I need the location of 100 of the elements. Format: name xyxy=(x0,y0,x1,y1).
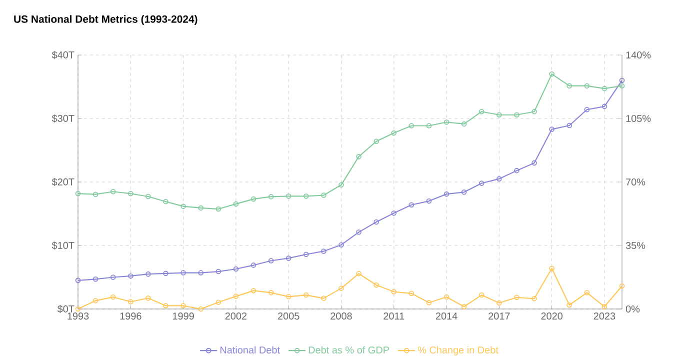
x-tick-label: 2017 xyxy=(488,312,510,320)
point xyxy=(250,196,256,202)
y-tick-label: $30T xyxy=(52,114,74,123)
point xyxy=(198,205,204,211)
point xyxy=(92,192,98,197)
point xyxy=(478,108,484,114)
legend-label: Debt as % of GDP xyxy=(308,346,389,354)
point xyxy=(356,154,362,160)
x-tick-label: 1996 xyxy=(120,312,142,320)
point xyxy=(180,303,186,308)
point xyxy=(566,83,572,88)
y-tick-label: $20T xyxy=(52,178,74,186)
point xyxy=(128,190,134,196)
point xyxy=(426,123,432,128)
point xyxy=(268,258,274,264)
point xyxy=(514,294,520,300)
point xyxy=(146,194,151,200)
y2-tick-label: 35% xyxy=(626,242,646,250)
y-tick-label: $10T xyxy=(52,241,74,250)
point xyxy=(180,204,186,209)
point xyxy=(286,194,292,199)
point xyxy=(391,210,397,216)
legend-label: % Change in Debt xyxy=(418,346,498,356)
point xyxy=(566,302,572,308)
point xyxy=(408,123,414,128)
point xyxy=(374,282,379,288)
point xyxy=(338,286,344,291)
point xyxy=(233,201,239,207)
point xyxy=(321,248,326,254)
point xyxy=(584,106,590,112)
point xyxy=(478,180,484,186)
point xyxy=(233,266,239,272)
y-tick-label: $40T xyxy=(52,50,74,60)
y-tick-label: $0T xyxy=(57,304,74,314)
point xyxy=(356,230,362,235)
point xyxy=(286,294,292,300)
point xyxy=(180,270,186,276)
point xyxy=(286,256,292,261)
point xyxy=(216,300,222,305)
point xyxy=(426,300,432,306)
point xyxy=(128,273,134,279)
point xyxy=(461,304,467,310)
x-tick-label: 2008 xyxy=(330,312,352,320)
point xyxy=(461,121,467,127)
y2-tick-label: 105% xyxy=(626,114,651,122)
point xyxy=(268,290,274,296)
point xyxy=(250,288,256,294)
point xyxy=(110,294,116,300)
point xyxy=(233,294,239,299)
legend-label: National Debt xyxy=(220,346,280,354)
x-tick-label: 2023 xyxy=(594,312,616,320)
x-tick-label: 2005 xyxy=(278,312,300,320)
point xyxy=(532,296,537,302)
point xyxy=(146,295,151,301)
point xyxy=(444,119,450,125)
point xyxy=(338,242,344,248)
point xyxy=(514,112,520,118)
point xyxy=(391,289,397,294)
point xyxy=(198,306,204,312)
point xyxy=(303,252,309,258)
point xyxy=(566,122,572,128)
point xyxy=(338,182,344,188)
point xyxy=(92,276,98,282)
point xyxy=(444,191,450,197)
point xyxy=(321,192,326,198)
point xyxy=(496,300,502,306)
point xyxy=(549,266,554,271)
point xyxy=(163,270,168,276)
point xyxy=(426,198,432,204)
point xyxy=(356,270,362,276)
point xyxy=(110,188,116,194)
point xyxy=(374,219,379,225)
point xyxy=(321,296,326,301)
point xyxy=(198,270,204,276)
x-tick-label: 1999 xyxy=(172,312,194,320)
x-tick-label: 2020 xyxy=(541,312,563,320)
point xyxy=(408,202,414,208)
point xyxy=(602,104,608,110)
point xyxy=(549,71,554,77)
point xyxy=(478,292,484,298)
point xyxy=(374,138,379,144)
x-tick-label: 2014 xyxy=(436,312,458,320)
point xyxy=(110,274,116,280)
point xyxy=(514,168,520,174)
point xyxy=(602,304,608,310)
x-tick-label: 2011 xyxy=(384,312,404,320)
point xyxy=(216,268,222,274)
y2-tick-label: 0% xyxy=(626,305,640,313)
point xyxy=(602,86,608,92)
y2-tick-label: 140% xyxy=(626,51,651,59)
point xyxy=(391,130,397,136)
point xyxy=(216,206,222,212)
chart-title: US National Debt Metrics (1993-2024) xyxy=(14,15,198,25)
point xyxy=(461,190,467,195)
y2-tick-label: 70% xyxy=(626,178,646,186)
point xyxy=(303,292,309,298)
point xyxy=(146,271,151,277)
x-tick-label: 1993 xyxy=(68,312,89,320)
point xyxy=(163,303,168,308)
point xyxy=(444,294,450,300)
